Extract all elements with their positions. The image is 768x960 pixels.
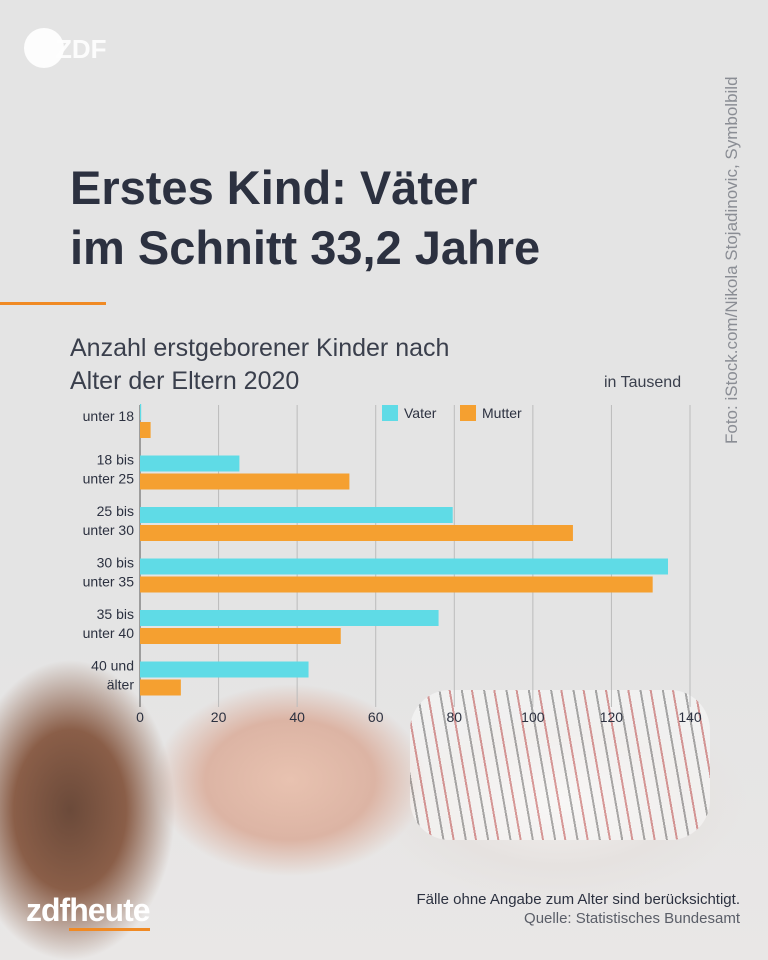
x-tick-label: 20 <box>211 709 227 725</box>
bar-mutter <box>140 473 350 490</box>
legend-swatch <box>382 405 398 421</box>
x-tick-label: 100 <box>521 709 545 725</box>
bar-mutter <box>140 422 151 438</box>
note-text: Fälle ohne Angabe zum Alter sind berücks… <box>416 891 740 908</box>
x-tick-label: 80 <box>446 709 462 725</box>
bar-mutter <box>140 576 653 593</box>
subtitle-line-1: Anzahl erstgeborener Kinder nach <box>70 334 450 362</box>
bar-vater <box>140 558 668 575</box>
y-category-label: 35 bis <box>97 606 134 622</box>
subtitle-line-2: Alter der Eltern 2020 <box>70 367 300 395</box>
title-line-1: Erstes Kind: Väter <box>70 161 478 214</box>
source-text: Quelle: Statistisches Bundesamt <box>524 910 740 927</box>
legend-swatch <box>460 405 476 421</box>
bar-vater <box>140 507 453 523</box>
baby-clothing <box>410 690 710 840</box>
y-category-label: 18 bis <box>97 452 134 468</box>
legend-label: Mutter <box>482 405 522 421</box>
chart-subtitle: Anzahl erstgeborener Kinder nach Alter de… <box>70 332 449 398</box>
legend-label: Vater <box>404 405 437 421</box>
accent-rule <box>0 302 106 305</box>
x-tick-label: 60 <box>368 709 384 725</box>
y-category-label: 30 bis <box>97 555 134 571</box>
unit-label: in Tausend <box>604 374 682 391</box>
bar-vater <box>140 455 240 472</box>
y-category-label: 25 bis <box>97 503 134 519</box>
bar-mutter <box>140 525 573 541</box>
bar-vater <box>140 610 439 626</box>
y-category-label: unter 25 <box>83 471 135 487</box>
page-title: Erstes Kind: Väter im Schnitt 33,2 Jahre <box>70 158 540 278</box>
y-category-label: unter 30 <box>83 522 135 538</box>
x-tick-label: 40 <box>289 709 305 725</box>
bar-mutter <box>140 679 181 696</box>
bar-vater <box>140 661 309 678</box>
zdf-logo <box>24 28 64 68</box>
photo-credit: Foto: iStock.com/Nikola Stojadinovic, Sy… <box>722 76 741 444</box>
x-tick-label: 0 <box>136 709 144 725</box>
zdf-logo-text: ZDF <box>56 34 107 64</box>
footer-note: Fälle ohne Angabe zum Alter sind berücks… <box>416 890 740 928</box>
y-category-label: 40 und <box>91 658 134 674</box>
y-category-label: unter 35 <box>83 574 135 590</box>
x-tick-label: 140 <box>678 709 702 725</box>
bar-vater <box>140 404 142 420</box>
zdfheute-logo: zdfheute <box>26 892 151 931</box>
bar-chart: 0 20 40 60 80 100 120 140 unter 18 18 bis unter 25… <box>83 404 702 725</box>
bar-mutter <box>140 628 341 644</box>
x-tick-label: 120 <box>600 709 624 725</box>
brand-b: heute <box>69 892 151 931</box>
y-category-label: unter 18 <box>83 408 135 424</box>
brand-a: zdf <box>26 892 70 928</box>
y-category-label: älter <box>107 677 135 693</box>
title-line-2: im Schnitt 33,2 Jahre <box>70 221 541 274</box>
background-photo <box>0 620 768 960</box>
y-category-label: unter 40 <box>83 625 135 641</box>
